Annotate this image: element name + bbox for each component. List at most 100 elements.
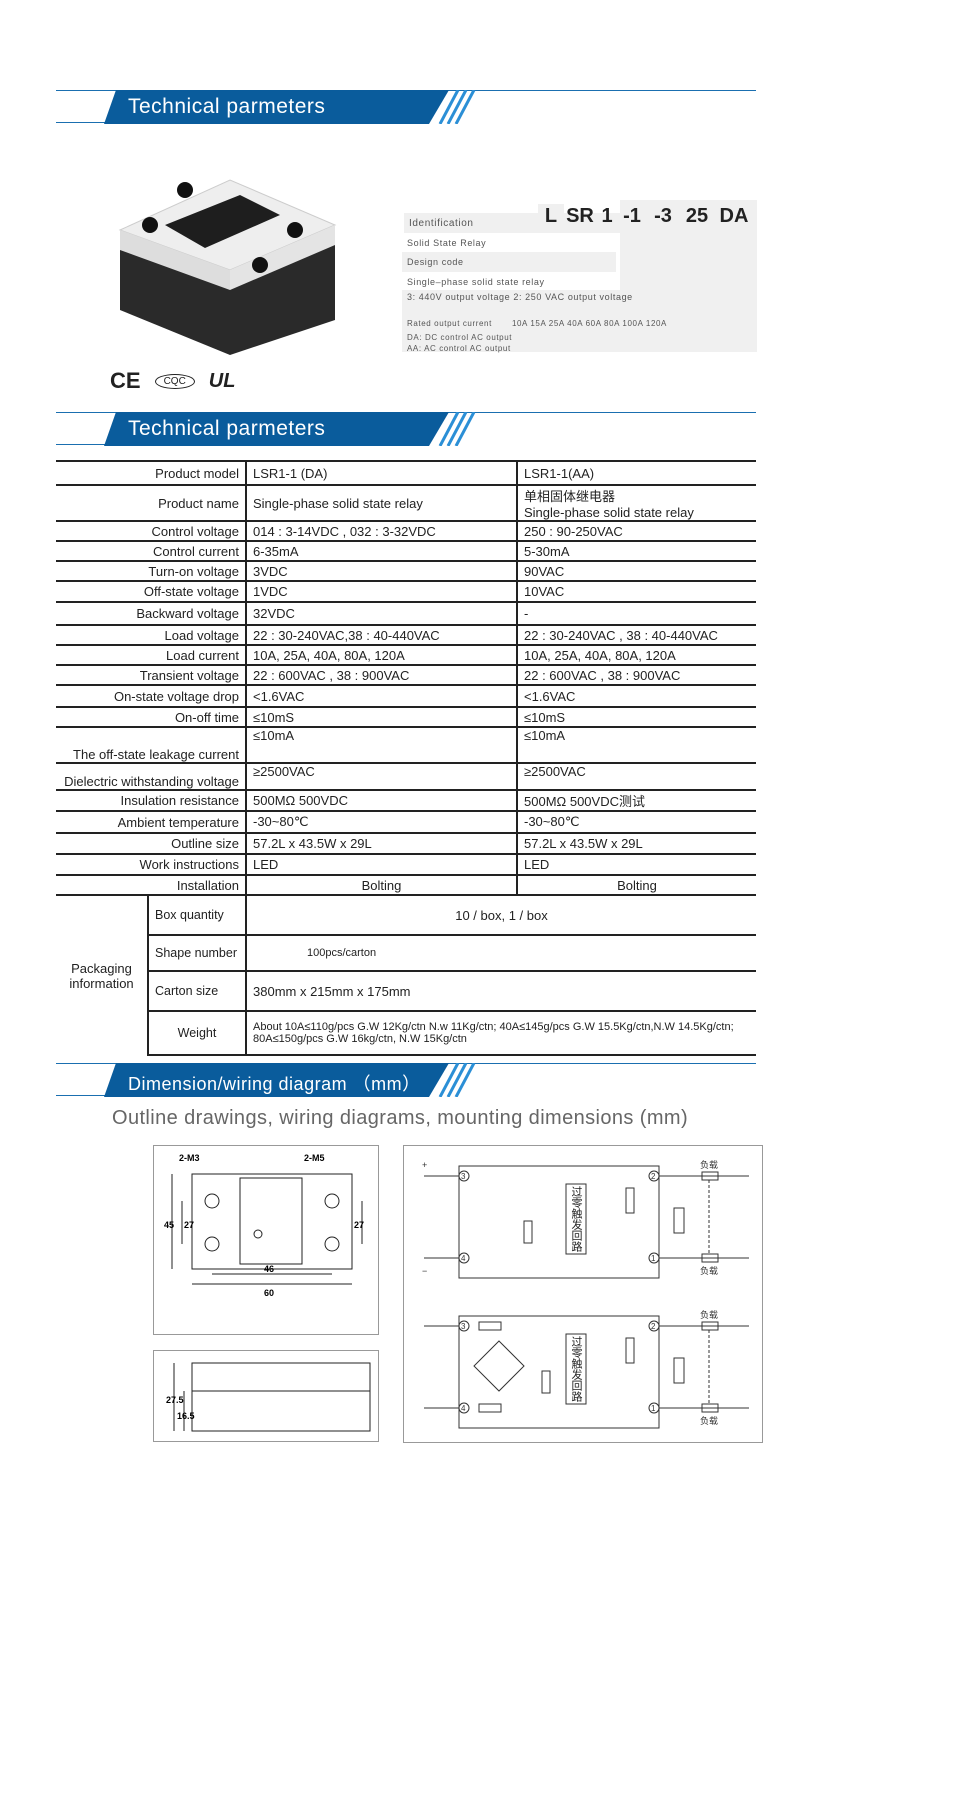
- table-row: Product name Single-phase solid state rel…: [56, 484, 756, 521]
- cell-value: ≤10mS: [246, 706, 518, 727]
- ident-row: DA: DC control AC output: [407, 333, 513, 342]
- load-label: 负载: [700, 1159, 718, 1170]
- ce-logo: CE: [110, 368, 141, 393]
- row-label: Product name: [56, 484, 247, 521]
- cell-value: -: [517, 601, 756, 625]
- row-label: On-off time: [56, 706, 247, 727]
- cell-value: 32VDC: [246, 601, 518, 625]
- terminal-number: 2: [651, 1322, 656, 1331]
- section-title: Technical parmeters: [128, 417, 326, 440]
- cell-value: 10A, 25A, 40A, 80A, 120A: [246, 644, 518, 665]
- row-label: On-state voltage drop: [56, 684, 247, 707]
- cell-value: 22 : 30-240VAC , 38 : 40-440VAC: [517, 624, 756, 645]
- ident-row: Single–phase solid state relay: [407, 277, 545, 287]
- rated-values: 10A 15A 25A 40A 60A 80A 100A 120A: [511, 318, 667, 328]
- zero-cross-trigger-circuit-label: 过零触发回路: [570, 1186, 583, 1252]
- row-label: Control voltage: [56, 520, 247, 541]
- row-label: Turn-on voltage: [56, 560, 247, 581]
- dim-label: 45: [164, 1220, 174, 1230]
- cell-value: Bolting: [246, 874, 518, 895]
- row-label: Work instructions: [56, 853, 247, 875]
- packaging-row: Shape number 100pcs/carton: [56, 934, 756, 971]
- cell-value: 100pcs/carton: [246, 934, 756, 971]
- cell-value: 500MΩ 500VDC测试: [517, 789, 756, 811]
- row-label: Ambient temperature: [56, 810, 247, 833]
- section-title: Technical parmeters: [128, 95, 326, 118]
- terminal-label: +: [422, 1160, 427, 1170]
- outline-drawing-top: 2-M3 2-M5 45 27 27 46 60: [153, 1145, 379, 1335]
- table-row: Load voltage 22 : 30-240VAC,38 : 40-440VA…: [56, 624, 756, 645]
- table-row: Ambient temperature -30~80℃ -30~80℃: [56, 810, 756, 833]
- cell-value: 014 : 3-14VDC , 032 : 3-32VDC: [246, 520, 518, 541]
- spec-table: Product model LSR1-1 (DA) LSR1-1(AA) Produc…: [56, 460, 756, 1056]
- ident-row: Design code: [402, 252, 616, 272]
- table-row: Dielectric withstanding voltage ≥2500VAC ≥…: [56, 762, 756, 790]
- row-label: Dielectric withstanding voltage: [56, 762, 247, 790]
- cell-value: <1.6VAC: [246, 684, 518, 707]
- section-header: Dimension/wiring diagram （mm）: [56, 1063, 756, 1097]
- ul-logo: UL: [208, 369, 236, 392]
- cell-value: 250 : 90-250VAC: [517, 520, 756, 541]
- cell-value: About 10A≤110g/pcs G.W 12Kg/ctn N.w 11Kg…: [246, 1010, 756, 1056]
- cell-value: 1VDC: [246, 580, 518, 602]
- cell-value: ≤10mS: [517, 706, 756, 727]
- wiring-diagram: + − 3 4 2 1 负载 负载 3 4 2 1 负载 负载 过零触发回路 过…: [403, 1145, 763, 1443]
- load-label: 负载: [700, 1309, 718, 1320]
- load-label: 负载: [700, 1265, 718, 1276]
- table-row: Outline size 57.2L x 43.5W x 29L 57.2L x 4…: [56, 832, 756, 854]
- code-segment: SR: [566, 204, 594, 227]
- rated-label: Rated output current: [407, 318, 492, 328]
- outline-drawing-side: 27.5 16.5: [153, 1350, 379, 1442]
- cell-value: 500MΩ 500VDC: [246, 789, 518, 811]
- section-title: Dimension/wiring diagram （mm）: [128, 1070, 421, 1096]
- terminal-number: 1: [651, 1404, 656, 1413]
- cell-value: 22 : 30-240VAC,38 : 40-440VAC: [246, 624, 518, 645]
- row-label: Transient voltage: [56, 664, 247, 685]
- zero-cross-trigger-circuit-label: 过零触发回路: [570, 1336, 583, 1402]
- row-label: Off-state voltage: [56, 580, 247, 602]
- row-label: Control current: [56, 540, 247, 561]
- ident-row: 3: 440V output voltage 2: 250 VAC output…: [402, 290, 757, 352]
- cell-value: LSR1-1(AA): [517, 460, 756, 485]
- table-row: Transient voltage 22 : 600VAC , 38 : 900…: [56, 664, 756, 685]
- rated-row: Rated output current 10A 15A 25A 40A 60A …: [402, 316, 702, 330]
- table-row: Product model LSR1-1 (DA) LSR1-1(AA): [56, 460, 756, 485]
- cell-value: ≥2500VAC: [246, 762, 518, 790]
- cert-logos: CE CQC UL: [110, 368, 235, 394]
- cell-value: ≤10mA: [246, 726, 518, 763]
- row-label: Load current: [56, 644, 247, 665]
- terminal-number: 2: [651, 1172, 656, 1181]
- table-row: Control current 6-35mA 5-30mA: [56, 540, 756, 561]
- cell-value: 3VDC: [246, 560, 518, 581]
- code-segment: DA: [719, 204, 749, 227]
- cell-value: LED: [517, 853, 756, 875]
- cell-value: 10A, 25A, 40A, 80A, 120A: [517, 644, 756, 665]
- cell-value: 10VAC: [517, 580, 756, 602]
- section-title-text: Dimension/wiring diagram: [128, 1074, 348, 1094]
- row-label: Product model: [56, 460, 247, 485]
- row-label: Shape number: [148, 934, 247, 971]
- table-row: The off-state leakage current ≤10mA ≤10mA: [56, 726, 756, 763]
- terminal-number: 4: [461, 1404, 466, 1413]
- row-label: Load voltage: [56, 624, 247, 645]
- dim-label: 27: [184, 1220, 194, 1230]
- identification-label: Identification: [404, 213, 620, 233]
- code-segment: -3: [654, 204, 672, 227]
- cell-value: 380mm x 215mm x 175mm: [246, 970, 756, 1011]
- row-label: Backward voltage: [56, 601, 247, 625]
- packaging-row: Packaging information Box quantity 10 / bo…: [56, 894, 756, 1055]
- row-label: Outline size: [56, 832, 247, 854]
- cell-value: 57.2L x 43.5W x 29L: [517, 832, 756, 854]
- cell-value: 10 / box, 1 / box: [246, 894, 756, 935]
- cell-value: -30~80℃: [246, 810, 518, 833]
- table-row: Load current 10A, 25A, 40A, 80A, 120A 10A,…: [56, 644, 756, 665]
- cell-value: 57.2L x 43.5W x 29L: [246, 832, 518, 854]
- table-row: Turn-on voltage 3VDC 90VAC: [56, 560, 756, 581]
- dim-label: 46: [264, 1264, 274, 1274]
- cell-value: 5-30mA: [517, 540, 756, 561]
- dim-label: 27.5: [166, 1395, 184, 1405]
- cell-value: 22 : 600VAC , 38 : 900VAC: [246, 664, 518, 685]
- cell-value: <1.6VAC: [517, 684, 756, 707]
- terminal-label: −: [422, 1266, 427, 1276]
- dim-label: 16.5: [177, 1411, 195, 1421]
